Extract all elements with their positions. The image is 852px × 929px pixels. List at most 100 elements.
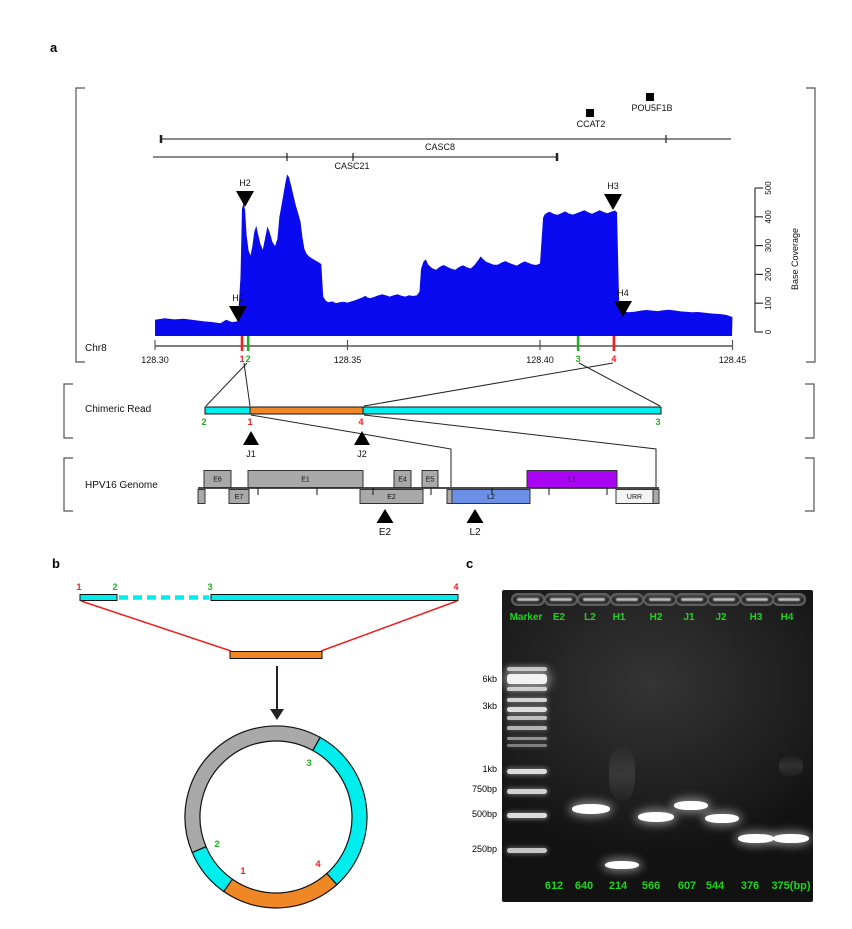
hpv-gene-e1 xyxy=(247,470,364,488)
connector-line-5 xyxy=(363,414,657,487)
gel-ladder-band-10 xyxy=(507,789,547,794)
gel-well-highlight xyxy=(746,598,768,601)
read-label-1: 1 xyxy=(247,417,252,427)
gel-well-e2 xyxy=(544,593,578,606)
hpv-gene-e7 xyxy=(228,489,250,504)
read-segment-0 xyxy=(204,406,251,415)
connector-line-4 xyxy=(250,414,452,487)
y-tick-label: 200 xyxy=(764,267,773,281)
gel-well-l2 xyxy=(577,593,611,606)
hpv-gene-label-urr: URR xyxy=(627,494,642,501)
junction-marker-label-j2: J2 xyxy=(357,449,367,459)
gene-label-pou5f1b: POU5F1B xyxy=(631,103,672,113)
gel-ladder-band-0 xyxy=(507,667,547,671)
gel-ladder-band-1 xyxy=(507,674,547,684)
connector-line-2 xyxy=(578,362,661,407)
read-label-3: 3 xyxy=(655,417,660,427)
gel-ladder-band-2 xyxy=(507,687,547,691)
gel-band-h3 xyxy=(738,834,774,843)
gel-lane-label-l2: L2 xyxy=(584,612,596,623)
gel-ladder-band-11 xyxy=(507,813,547,818)
gel-amplicon-size-2: 214 xyxy=(608,880,628,892)
gel-lane-label-j1: J1 xyxy=(683,612,695,623)
hpv-gene-label-e4: E4 xyxy=(398,477,407,484)
gel-ladder-band-5 xyxy=(507,716,547,720)
panel-a-letter: a xyxy=(50,40,58,55)
gel-band-h1 xyxy=(605,861,639,869)
gene-square-ccat2 xyxy=(586,109,594,117)
read-label-2: 2 xyxy=(201,417,206,427)
gel-well-highlight xyxy=(517,598,539,601)
hpv-gene-label-e5: E5 xyxy=(426,477,435,484)
hpv-gene-e5 xyxy=(421,470,439,488)
y-tick-label: 400 xyxy=(764,210,773,224)
gel-well-highlight xyxy=(583,598,605,601)
y-tick-label: 100 xyxy=(764,296,773,310)
gel-size-marker-750bp: 750bp xyxy=(471,784,497,794)
gel-amplicon-size-7: 375(bp) xyxy=(771,880,811,892)
b-junction-line-1 xyxy=(320,600,458,652)
ring-segment-1 xyxy=(191,845,234,893)
ring-segment-2 xyxy=(222,872,338,909)
hpv-gene-label-l1: L1 xyxy=(568,477,576,484)
b-junction-line-0 xyxy=(80,600,232,652)
gel-ladder-band-9 xyxy=(507,769,547,774)
gel-well-j1 xyxy=(675,593,709,606)
row-label-chr8: Chr8 xyxy=(85,343,107,354)
b-number-4: 4 xyxy=(453,582,458,592)
hpv-gene-e6 xyxy=(203,470,232,488)
hpv-gene-l1 xyxy=(526,470,618,488)
hpv-cap xyxy=(197,489,206,504)
gene-label-ccat2: CCAT2 xyxy=(577,119,606,129)
gel-smear-0 xyxy=(609,748,635,800)
gel-size-marker-6kb: 6kb xyxy=(482,674,497,684)
gel-lane-label-h3: H3 xyxy=(749,612,763,623)
read-label-4: 4 xyxy=(358,417,363,427)
group-bracket-0 xyxy=(75,87,85,363)
gel-lane-label-h2: H2 xyxy=(649,612,663,623)
hpv-marker-label-l2: L2 xyxy=(469,527,481,538)
gel-ladder-band-7 xyxy=(507,737,547,740)
gel-band-h4 xyxy=(773,834,809,843)
hpv-marker-e2 xyxy=(376,509,394,523)
panel-c-letter: c xyxy=(466,556,474,571)
gel-lane-label-j2: J2 xyxy=(715,612,727,623)
gel-well-highlight xyxy=(778,598,800,601)
group-bracket-2 xyxy=(63,383,73,439)
hpv-gene-label-e2: E2 xyxy=(387,494,396,501)
junction-label-1: 1 xyxy=(240,354,245,364)
gel-amplicon-size-4: 607 xyxy=(677,880,697,892)
gel-ladder-band-3 xyxy=(507,698,547,702)
gel-amplicon-size-3: 566 xyxy=(641,880,661,892)
ring-segment-0 xyxy=(184,725,321,854)
gel-band-l2 xyxy=(572,804,610,814)
hpv-gene-label-e7: E7 xyxy=(235,494,244,501)
b-hpv-segment xyxy=(229,651,323,659)
b-arrow-head xyxy=(270,709,284,720)
gel-band-j2 xyxy=(705,814,739,823)
gel-smear-1 xyxy=(779,756,803,776)
hpv-gene-e2 xyxy=(359,489,424,504)
gel-band-j1 xyxy=(674,801,708,810)
gel-amplicon-size-1: 640 xyxy=(574,880,594,892)
junction-label-3: 3 xyxy=(576,354,581,364)
hpv-gene-e4 xyxy=(393,470,412,488)
group-bracket-5 xyxy=(805,457,815,512)
gel-size-marker-3kb: 3kb xyxy=(482,701,497,711)
group-bracket-4 xyxy=(63,457,73,512)
arrow-h2 xyxy=(236,191,254,207)
gel-well-h1 xyxy=(610,593,644,606)
gel-size-marker-500bp: 500bp xyxy=(471,809,497,819)
junction-marker-j1 xyxy=(243,431,259,445)
gel-well-highlight xyxy=(681,598,703,601)
arrow-label-h4: H4 xyxy=(617,288,629,298)
ring-label-3: 3 xyxy=(306,758,311,769)
ring-label-4: 4 xyxy=(315,859,321,870)
chr8-tick-label: 128.40 xyxy=(526,355,554,365)
gel-well-highlight xyxy=(649,598,671,601)
arrow-h4 xyxy=(614,301,632,317)
y-tick-label: 0 xyxy=(764,329,773,334)
hpv-marker-label-e2: E2 xyxy=(379,527,392,538)
connector-line-3 xyxy=(363,362,614,407)
